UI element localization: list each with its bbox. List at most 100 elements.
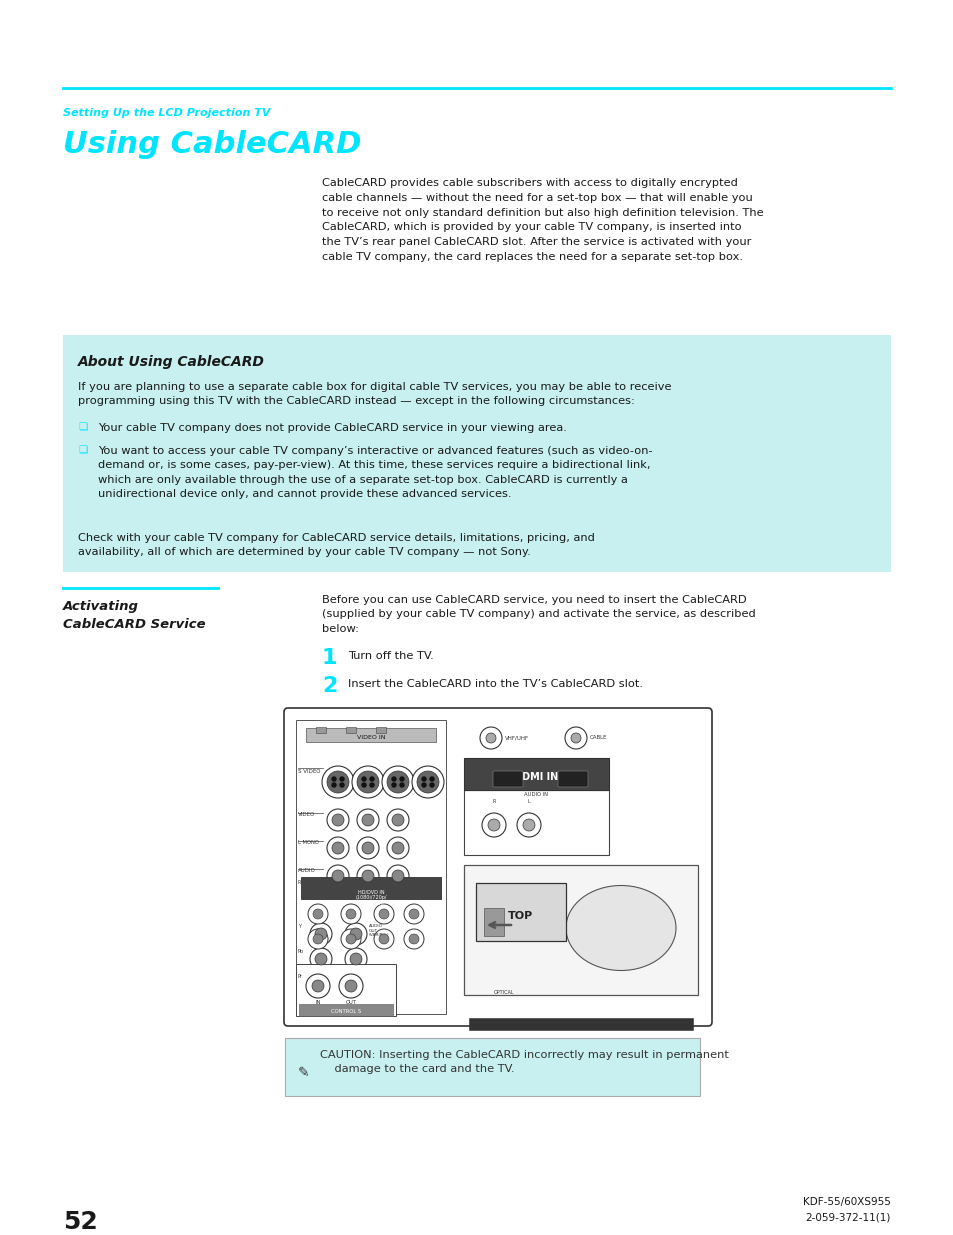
Circle shape bbox=[403, 904, 423, 924]
Circle shape bbox=[392, 783, 395, 787]
Circle shape bbox=[378, 909, 389, 919]
Text: 2-059-372-11(1): 2-059-372-11(1) bbox=[804, 1213, 890, 1223]
Text: OUT: OUT bbox=[345, 1000, 356, 1005]
Circle shape bbox=[340, 904, 360, 924]
Bar bbox=[306, 727, 436, 742]
Circle shape bbox=[345, 981, 356, 992]
Circle shape bbox=[399, 777, 403, 781]
Bar bbox=[346, 727, 355, 734]
Circle shape bbox=[356, 809, 378, 831]
Text: Y: Y bbox=[297, 924, 301, 929]
Circle shape bbox=[387, 771, 409, 793]
FancyBboxPatch shape bbox=[493, 771, 522, 787]
Circle shape bbox=[381, 766, 414, 798]
Circle shape bbox=[409, 934, 418, 944]
Text: OPTICAL: OPTICAL bbox=[494, 990, 514, 995]
Text: S VIDEO: S VIDEO bbox=[297, 769, 320, 774]
Text: CONTROL S: CONTROL S bbox=[331, 1009, 361, 1014]
Ellipse shape bbox=[565, 885, 676, 971]
Circle shape bbox=[350, 953, 361, 965]
Circle shape bbox=[350, 927, 361, 940]
Circle shape bbox=[340, 929, 360, 948]
Text: VHF/UHF: VHF/UHF bbox=[504, 735, 529, 740]
Bar bbox=[301, 877, 440, 899]
Circle shape bbox=[308, 929, 328, 948]
FancyBboxPatch shape bbox=[558, 771, 587, 787]
Bar bbox=[63, 335, 890, 572]
Text: 52: 52 bbox=[63, 1210, 97, 1234]
Text: VIDEO: VIDEO bbox=[297, 811, 314, 818]
Text: AUDIO: AUDIO bbox=[297, 868, 315, 873]
Circle shape bbox=[345, 948, 367, 969]
Circle shape bbox=[327, 864, 349, 887]
Circle shape bbox=[338, 974, 363, 998]
Circle shape bbox=[392, 842, 403, 853]
Circle shape bbox=[345, 923, 367, 945]
Circle shape bbox=[403, 929, 423, 948]
Circle shape bbox=[361, 783, 366, 787]
Text: If you are planning to use a separate cable box for digital cable TV services, y: If you are planning to use a separate ca… bbox=[78, 382, 671, 406]
Bar bbox=[469, 1018, 692, 1030]
Text: ✎: ✎ bbox=[297, 1066, 310, 1079]
Text: AUDIO
OUT
(VARIPH.): AUDIO OUT (VARIPH.) bbox=[369, 924, 389, 937]
Circle shape bbox=[350, 978, 361, 990]
Circle shape bbox=[488, 819, 499, 831]
Circle shape bbox=[370, 783, 374, 787]
Text: IN: IN bbox=[315, 1000, 320, 1005]
Text: CABLE: CABLE bbox=[589, 735, 607, 740]
Text: 1: 1 bbox=[322, 648, 337, 668]
Text: R: R bbox=[297, 881, 301, 885]
Circle shape bbox=[392, 814, 403, 826]
Text: Using CableCARD: Using CableCARD bbox=[63, 130, 361, 159]
Text: Activating: Activating bbox=[63, 600, 139, 613]
Circle shape bbox=[361, 842, 374, 853]
Circle shape bbox=[564, 727, 586, 748]
Text: L MONO: L MONO bbox=[297, 840, 318, 845]
Circle shape bbox=[310, 923, 332, 945]
Text: ❏: ❏ bbox=[78, 446, 87, 456]
Circle shape bbox=[332, 814, 344, 826]
Text: Pb: Pb bbox=[297, 948, 304, 953]
Circle shape bbox=[481, 813, 505, 837]
Circle shape bbox=[314, 978, 327, 990]
Circle shape bbox=[356, 837, 378, 860]
Circle shape bbox=[421, 783, 426, 787]
Circle shape bbox=[310, 973, 332, 995]
Circle shape bbox=[479, 727, 501, 748]
Text: Before you can use CableCARD service, you need to insert the CableCARD
(supplied: Before you can use CableCARD service, yo… bbox=[322, 595, 755, 634]
Text: Insert the CableCARD into the TV’s CableCARD slot.: Insert the CableCARD into the TV’s Cable… bbox=[348, 679, 642, 689]
Text: CAUTION: Inserting the CableCARD incorrectly may result in permanent
    damage : CAUTION: Inserting the CableCARD incorre… bbox=[319, 1050, 728, 1074]
Text: About Using CableCARD: About Using CableCARD bbox=[78, 354, 265, 369]
Circle shape bbox=[378, 934, 389, 944]
Circle shape bbox=[314, 927, 327, 940]
Text: HDMI IN: HDMI IN bbox=[514, 772, 558, 782]
Circle shape bbox=[327, 809, 349, 831]
Bar bbox=[295, 720, 446, 1014]
Circle shape bbox=[387, 809, 409, 831]
Text: Your cable TV company does not provide CableCARD service in your viewing area.: Your cable TV company does not provide C… bbox=[98, 424, 566, 433]
Circle shape bbox=[374, 929, 394, 948]
Circle shape bbox=[312, 981, 324, 992]
Circle shape bbox=[314, 953, 327, 965]
Text: TOP: TOP bbox=[508, 911, 533, 921]
Circle shape bbox=[430, 783, 434, 787]
Bar bbox=[295, 965, 395, 1016]
FancyBboxPatch shape bbox=[284, 708, 711, 1026]
Bar bbox=[375, 727, 386, 734]
Text: CableCARD Service: CableCARD Service bbox=[63, 618, 206, 631]
Text: AUDIO IN: AUDIO IN bbox=[523, 792, 547, 797]
Circle shape bbox=[485, 734, 496, 743]
Text: ❏: ❏ bbox=[78, 424, 87, 433]
Circle shape bbox=[332, 869, 344, 882]
Circle shape bbox=[522, 819, 535, 831]
Circle shape bbox=[392, 869, 403, 882]
Text: CableCARD provides cable subscribers with access to digitally encrypted
cable ch: CableCARD provides cable subscribers wit… bbox=[322, 178, 762, 262]
Text: Pr: Pr bbox=[297, 974, 302, 979]
Circle shape bbox=[409, 909, 418, 919]
Circle shape bbox=[399, 783, 403, 787]
Text: R: R bbox=[492, 799, 496, 804]
Circle shape bbox=[346, 909, 355, 919]
Circle shape bbox=[352, 766, 384, 798]
Circle shape bbox=[332, 842, 344, 853]
Circle shape bbox=[322, 766, 354, 798]
